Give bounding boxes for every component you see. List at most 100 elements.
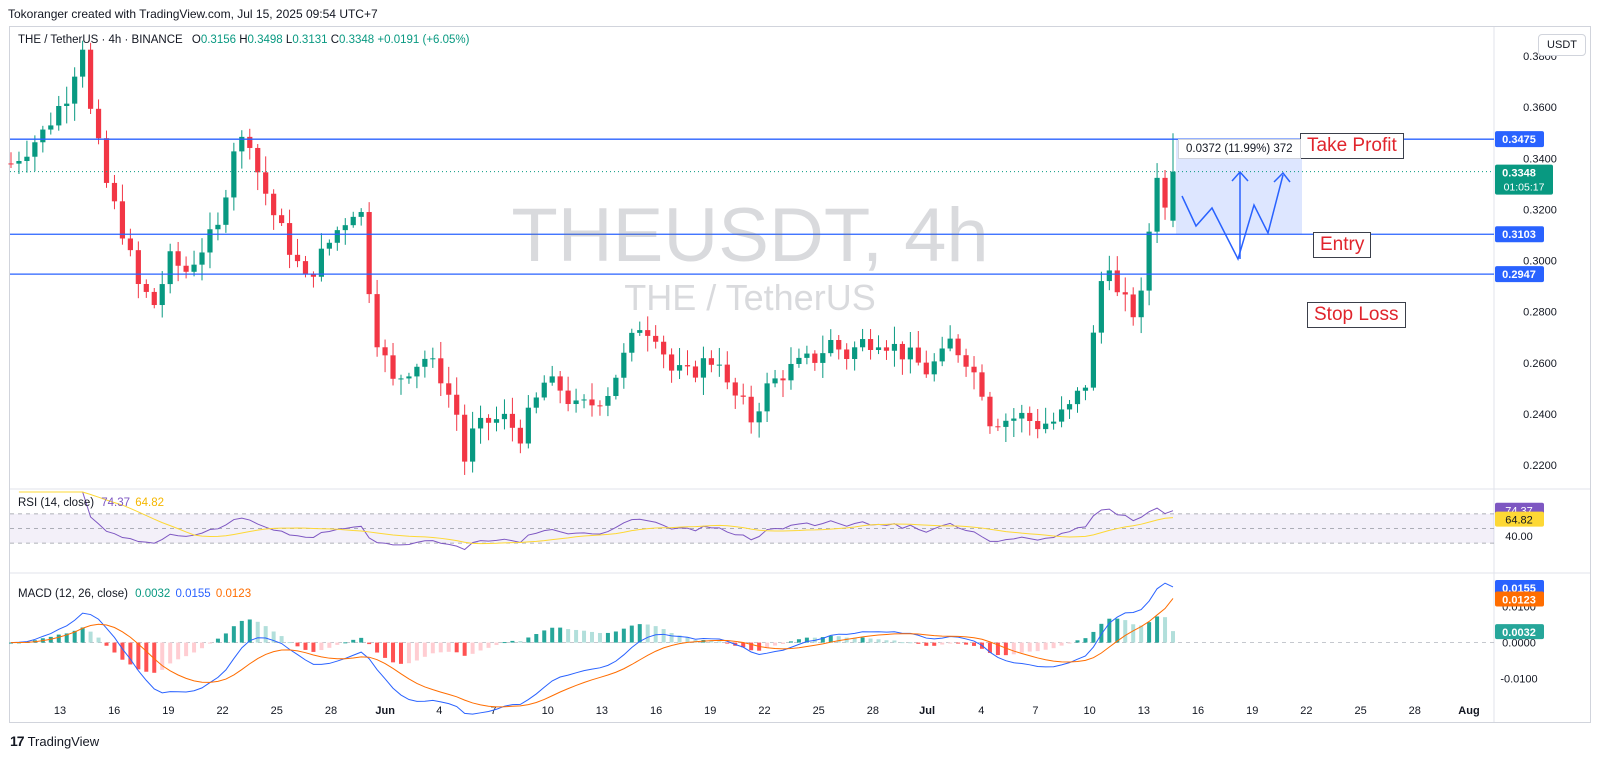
candle-body: [191, 264, 197, 272]
candle-body: [501, 413, 508, 420]
level-price-tag: [1495, 226, 1544, 243]
entry-label[interactable]: Entry: [1313, 232, 1372, 258]
price-range-measure[interactable]: 0.0372 (11.99%) 372: [1178, 139, 1301, 159]
macd-histogram-bar: [956, 642, 961, 644]
candle-body: [342, 225, 348, 231]
macd-histogram-bar: [1083, 638, 1088, 643]
candle-body: [1130, 294, 1136, 318]
macd-histogram-bar: [645, 624, 650, 643]
candle-body: [605, 395, 611, 406]
candle-body: [796, 357, 802, 364]
time-axis-tick: 22: [758, 705, 770, 717]
legend-open: 0.3156: [200, 34, 237, 46]
macd-histogram-bar: [494, 642, 499, 646]
macd-histogram-bar: [1099, 623, 1104, 643]
macd-histogram-bar: [319, 642, 324, 651]
candle-body: [358, 212, 364, 217]
candle-body: [780, 378, 786, 381]
candle-body: [923, 362, 929, 375]
macd-histogram-bar: [1043, 642, 1048, 650]
macd-histogram-bar: [621, 628, 626, 643]
candle-body: [1043, 423, 1049, 430]
candle-body: [255, 147, 261, 173]
macd-histogram-bar: [669, 632, 674, 643]
time-axis-tick: 13: [54, 705, 66, 717]
candle-body: [661, 341, 667, 355]
macd-histogram-bar: [192, 642, 197, 653]
candle-body: [700, 358, 707, 378]
candle-body: [334, 230, 340, 243]
macd-histogram-bar: [526, 637, 531, 643]
macd-histogram-bar: [685, 637, 690, 643]
macd-histogram-bar: [311, 642, 316, 652]
macd-histogram-bar: [255, 621, 260, 643]
candle-body: [199, 252, 205, 265]
time-axis-tick: Aug: [1458, 705, 1479, 717]
time-axis-tick: 28: [1409, 705, 1421, 717]
candle-body: [732, 382, 738, 396]
macd-histogram-bar: [383, 642, 388, 658]
candle-body: [1162, 177, 1168, 208]
candle-body: [167, 251, 173, 285]
macd-histogram-bar: [263, 626, 268, 643]
time-axis-tick: Jun: [375, 705, 395, 717]
candle-body: [788, 363, 794, 381]
macd-histogram-bar: [200, 642, 205, 649]
candle-body: [828, 339, 834, 354]
macd-histogram-bar: [327, 642, 332, 648]
candle-body: [32, 142, 38, 157]
candle-body: [271, 193, 277, 216]
candle-body: [95, 108, 102, 139]
candle-body: [422, 358, 428, 367]
candle-body: [231, 151, 237, 198]
time-axis-tick: 7: [490, 705, 496, 717]
level-price-tag: [1495, 131, 1544, 148]
macd-histogram-bar: [287, 642, 292, 644]
candle-body: [1138, 290, 1144, 318]
macd-histogram-bar: [741, 642, 746, 648]
macd-histogram-bar: [566, 629, 571, 643]
candle-body: [279, 215, 285, 224]
currency-button[interactable]: USDT: [1538, 34, 1586, 56]
macd-value-tag: [1495, 591, 1544, 607]
rsi-legend-label[interactable]: RSI (14, close): [18, 497, 95, 509]
candle-body: [1170, 171, 1176, 221]
candle-body: [16, 161, 22, 164]
macd-histogram-bar: [709, 640, 714, 643]
macd-legend-label[interactable]: MACD (12, 26, close): [18, 588, 128, 600]
candle-body: [1090, 332, 1097, 388]
macd-value-tag-label: 0.0032: [1502, 627, 1536, 639]
candle-body: [979, 372, 985, 397]
rsi-ma-tag: [1495, 511, 1544, 527]
symbol-watermark-subtitle: THE / TetherUS: [624, 277, 876, 318]
candle-body: [477, 417, 484, 429]
legend-symbol[interactable]: THE / TetherUS · 4h · BINANCE: [18, 34, 183, 46]
candle-body: [438, 358, 444, 384]
macd-histogram-bar: [184, 642, 189, 657]
candle-body: [820, 353, 826, 363]
bar-countdown: 01:05:17: [1504, 182, 1545, 194]
time-axis-tick: 28: [867, 705, 879, 717]
candle-body: [64, 103, 70, 106]
candle-body: [493, 419, 500, 423]
time-axis-tick: 4: [978, 705, 984, 717]
macd-histogram-bar: [876, 639, 881, 643]
stop-loss-label[interactable]: Stop Loss: [1307, 302, 1406, 328]
macd-histogram-bar: [1075, 640, 1080, 643]
chart-frame: [9, 26, 1591, 723]
macd-histogram-bar: [828, 635, 833, 643]
macd-histogram-bar: [56, 634, 61, 643]
tradingview-footer[interactable]: 17 TradingView: [10, 733, 99, 749]
macd-value-tag-label: 0.0123: [1502, 594, 1536, 606]
price-legend: THE / TetherUS · 4h · BINANCE O0.3156 H0…: [18, 34, 470, 46]
candle-body: [80, 49, 86, 77]
candle-body: [971, 366, 977, 373]
macd-histogram-bar: [96, 637, 101, 643]
candle-body: [326, 242, 332, 249]
take-profit-label[interactable]: Take Profit: [1300, 133, 1404, 159]
macd-histogram-bar: [104, 642, 109, 646]
legend-close-label: C: [330, 34, 340, 46]
candle-body: [1098, 281, 1104, 333]
candle-body: [1003, 420, 1009, 427]
